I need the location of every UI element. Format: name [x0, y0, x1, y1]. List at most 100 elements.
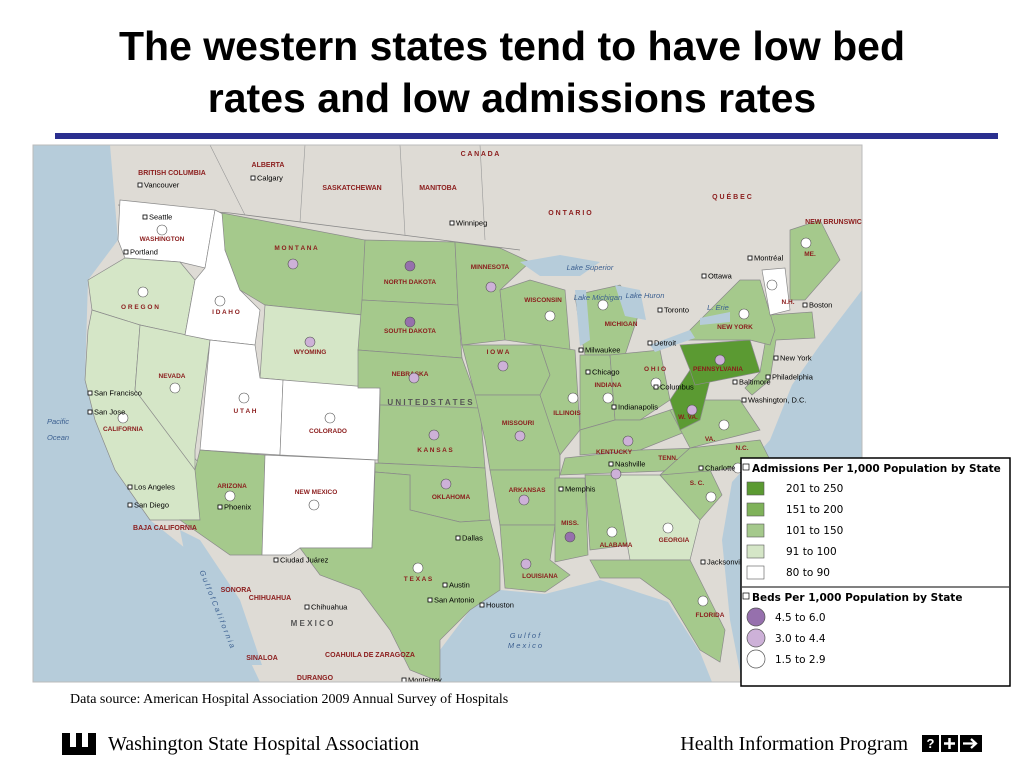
city-label: New York	[780, 354, 812, 363]
state-label: TENN.	[658, 455, 678, 462]
city-marker	[449, 220, 455, 226]
arrow-icon	[963, 738, 978, 749]
region-label: L. Erie	[707, 303, 729, 312]
bed-dot	[738, 308, 750, 320]
city-label: Nashville	[615, 460, 645, 469]
state-label: I D A H O	[212, 309, 240, 316]
bed-dot	[514, 430, 526, 442]
city-marker	[123, 249, 129, 255]
bed-dot	[610, 468, 622, 480]
region-label: COAHUILA DE ZARAGOZA	[325, 652, 415, 659]
state-label: U T A H	[234, 408, 257, 415]
legend-swatch	[746, 502, 765, 517]
legend-label: 201 to 250	[786, 483, 843, 495]
bed-dot	[705, 491, 717, 503]
legend-dot	[746, 607, 766, 627]
region-label: SONORA	[221, 587, 252, 594]
city-marker	[401, 677, 407, 682]
city-marker	[657, 307, 663, 313]
pacific	[33, 145, 260, 682]
title-rule	[55, 133, 998, 139]
bed-dot	[520, 558, 532, 570]
region-label: Lake Huron	[626, 291, 665, 300]
legend-label: 4.5 to 6.0	[775, 612, 826, 624]
bed-dot	[412, 562, 424, 574]
state-label: INDIANA	[594, 382, 621, 389]
city-label: San Jose	[94, 408, 125, 417]
state-label: ARKANSAS	[509, 487, 547, 494]
gulf-mexico	[440, 580, 712, 682]
city-marker	[773, 355, 779, 361]
bed-dot	[567, 392, 579, 404]
bed-dot	[697, 595, 709, 607]
city-label: Monterrey	[408, 676, 442, 685]
region-label: M E X I C O	[291, 619, 334, 628]
state-label: VA.	[705, 436, 716, 443]
city-label: Winnipeg	[456, 219, 487, 228]
legend-label: 91 to 100	[786, 546, 837, 558]
state-label: PENNSYLVANIA	[693, 366, 743, 373]
bed-dot	[117, 412, 129, 424]
city-label: Indianapolis	[618, 403, 658, 412]
region-label: Lake Michigan	[574, 293, 622, 302]
city-marker	[87, 409, 93, 415]
small-states	[744, 311, 816, 396]
collapse-icon[interactable]	[742, 592, 750, 600]
city-marker	[747, 255, 753, 261]
state-label: GEORGIA	[659, 537, 690, 544]
city-marker	[304, 604, 310, 610]
city-label: San Diego	[134, 501, 169, 510]
state-label: MINNESOTA	[471, 264, 510, 271]
region-label: BAJA CALIFORNIA	[133, 525, 197, 532]
state-label: NEVADA	[159, 373, 186, 380]
city-marker	[127, 484, 133, 490]
state	[554, 477, 589, 563]
city-label: Houston	[486, 601, 514, 610]
city-label: Philadelphia	[772, 373, 814, 382]
legend-label: 1.5 to 2.9	[775, 654, 826, 666]
city-marker	[653, 384, 659, 390]
lake	[520, 255, 600, 276]
region-label: G u l f o f	[510, 631, 541, 640]
logo-cut	[82, 733, 88, 747]
city-marker	[273, 557, 279, 563]
state-label: LOUISIANA	[522, 573, 558, 580]
city-marker	[427, 597, 433, 603]
city-marker	[142, 214, 148, 220]
bed-dot	[766, 279, 778, 291]
state-label: WYOMING	[294, 349, 327, 356]
city-marker	[479, 602, 485, 608]
state-label: ALABAMA	[600, 542, 633, 549]
bed-dot	[622, 435, 634, 447]
bed-dot	[214, 295, 226, 307]
legend-label: 101 to 150	[786, 525, 843, 537]
legend: Admissions Per 1,000 Population by State…	[740, 457, 1011, 687]
city-label: Memphis	[565, 485, 596, 494]
city-label: Washington, D.C.	[748, 396, 807, 405]
bed-dot	[156, 224, 168, 236]
border	[229, 212, 521, 251]
legend-swatch	[746, 565, 765, 580]
bed-dot	[324, 412, 336, 424]
title-line: rates and low admissions rates	[208, 75, 816, 121]
state-label: S. C.	[690, 480, 705, 487]
help-button[interactable]	[922, 735, 939, 752]
city-label: San Antonio	[434, 596, 474, 605]
state	[589, 559, 726, 663]
bed-dot	[544, 310, 556, 322]
city-marker	[700, 559, 706, 565]
city-label: Columbus	[660, 383, 694, 392]
city-marker	[802, 302, 808, 308]
legend-swatch	[746, 481, 765, 496]
state-label: WISCONSIN	[524, 297, 562, 304]
region-label: M e x i c o	[508, 641, 542, 650]
region-label: O N T A R I O	[548, 210, 592, 217]
region-label: Ocean	[47, 433, 69, 442]
state	[761, 267, 791, 316]
bed-dot	[800, 237, 812, 249]
city-label: Ciudad Juárez	[280, 556, 329, 565]
city-marker	[698, 465, 704, 471]
collapse-icon[interactable]	[742, 463, 750, 471]
state-label: ARIZONA	[217, 483, 247, 490]
city-label: Austin	[449, 581, 470, 590]
